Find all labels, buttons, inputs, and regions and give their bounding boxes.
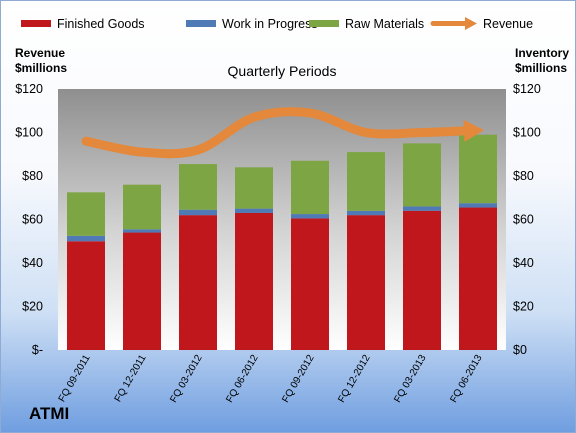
legend-label: Work in Progress <box>222 17 318 31</box>
left-tick-label: $60 <box>22 213 43 227</box>
right-tick-label: $100 <box>513 126 541 140</box>
revenue-line-layer <box>81 107 484 159</box>
legend-label: Raw Materials <box>345 17 424 31</box>
company-name: ATMI <box>29 404 70 423</box>
right-axis: $0 $20 $40 $60 $80 $100 $120 <box>513 82 541 357</box>
bar-work-in-progress <box>403 206 441 211</box>
right-tick-label: $40 <box>513 256 534 270</box>
bar-finished-goods <box>291 218 329 350</box>
bar-raw-materials <box>459 134 497 204</box>
legend-swatch <box>21 20 51 27</box>
left-axis-title-line1: Revenue <box>15 46 66 60</box>
bar-work-in-progress <box>235 208 273 213</box>
right-tick-label: $0 <box>513 343 527 357</box>
right-axis-title-line2: $millions <box>515 61 568 75</box>
right-axis-title-line1: Inventory <box>515 46 570 60</box>
left-tick-label: $120 <box>15 82 43 96</box>
bars <box>67 134 497 350</box>
bar-raw-materials <box>67 192 105 236</box>
bar-work-in-progress <box>179 209 217 216</box>
x-tick-label: FQ 06-2013 <box>448 353 484 405</box>
left-tick-label: $80 <box>22 169 43 183</box>
x-tick-label: FQ 09-2011 <box>57 353 93 404</box>
bar-raw-materials <box>291 160 329 215</box>
x-axis: FQ 09-2011 FQ 12-2011 FQ 03-2012 FQ 06-2012… <box>57 353 485 405</box>
bar-finished-goods <box>347 215 385 350</box>
revenue-arrowhead <box>463 119 484 142</box>
bar-finished-goods <box>403 210 441 350</box>
bar-raw-materials <box>179 164 217 210</box>
right-tick-label: $80 <box>513 169 534 183</box>
right-tick-label: $20 <box>513 300 534 314</box>
bar-work-in-progress <box>291 214 329 219</box>
x-tick-label: FQ 12-2012 <box>336 353 372 405</box>
right-axis-title: Inventory $millions <box>515 46 569 76</box>
bar-raw-materials <box>235 167 273 209</box>
legend-swatch <box>309 20 339 27</box>
bar-raw-materials <box>123 184 161 230</box>
x-tick-label: FQ 03-2013 <box>392 353 428 405</box>
bar-finished-goods <box>67 241 105 350</box>
bar-finished-goods <box>459 207 497 350</box>
bar-work-in-progress <box>459 203 497 208</box>
legend-label: Finished Goods <box>57 17 145 31</box>
right-tick-label: $120 <box>513 82 541 96</box>
left-tick-label: $100 <box>15 126 43 140</box>
bar-work-in-progress <box>347 210 385 216</box>
bar-raw-materials <box>347 152 385 211</box>
left-axis-title: Revenue $millions <box>15 46 67 76</box>
legend-arrow-icon <box>465 17 477 30</box>
bar-finished-goods <box>123 232 161 350</box>
x-tick-label: FQ 06-2012 <box>224 353 260 405</box>
x-tick-label: FQ 03-2012 <box>168 353 204 405</box>
x-tick-label: FQ 12-2011 <box>113 353 149 404</box>
right-tick-label: $60 <box>513 213 534 227</box>
plot-title: Quarterly Periods <box>228 63 337 79</box>
bar-work-in-progress <box>123 229 161 233</box>
bar-work-in-progress <box>67 235 105 242</box>
bar-finished-goods <box>179 215 217 350</box>
bar-finished-goods <box>235 212 273 350</box>
legend-label: Revenue <box>483 17 533 31</box>
legend: Finished Goods Work in Progress Raw Materi… <box>21 17 533 31</box>
left-axis-title-line2: $millions <box>15 61 68 75</box>
left-tick-label: $- <box>32 343 43 357</box>
left-tick-label: $40 <box>22 256 43 270</box>
x-tick-label: FQ 09-2012 <box>280 353 316 405</box>
left-axis: $- $20 $40 $60 $80 $100 $120 <box>15 82 43 357</box>
legend-swatch <box>186 20 216 27</box>
revenue-line <box>81 107 469 159</box>
bar-raw-materials <box>403 143 441 207</box>
left-tick-label: $20 <box>22 300 43 314</box>
